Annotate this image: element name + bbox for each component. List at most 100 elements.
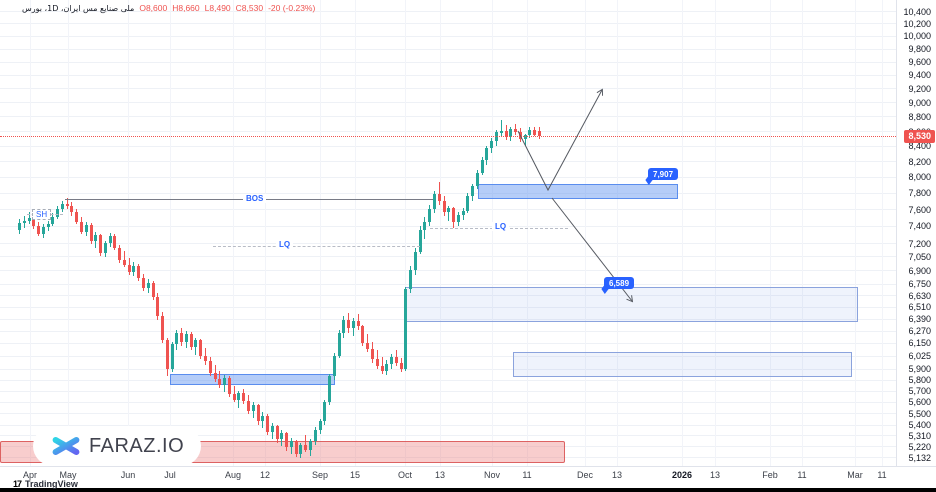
candle [452, 208, 456, 222]
price-tick-label: 10,000 [903, 31, 931, 42]
price-gridline [0, 283, 896, 285]
candle [266, 415, 270, 432]
candle [461, 210, 465, 215]
candle-wick [66, 198, 68, 210]
price-tick-label: 5,310 [908, 430, 931, 441]
price-axis[interactable]: 10,400 10,200 10,000 9,800 9,600 9,400 9,200 9,… [897, 0, 936, 466]
time-tick-label: May [59, 470, 77, 480]
candle [413, 252, 417, 271]
candle [175, 332, 179, 344]
price-gridline [0, 243, 896, 245]
candle [432, 194, 436, 210]
time-tick-label: Feb [762, 470, 778, 480]
candle [332, 356, 336, 377]
candle-wick [123, 251, 125, 268]
price-tick-label: 6,630 [908, 290, 931, 301]
candle [466, 195, 470, 211]
time-tick-label: 11 [797, 470, 807, 480]
price-gridline [0, 330, 896, 332]
price-gridline [0, 401, 896, 403]
price-tick-label: 7,600 [908, 204, 931, 215]
old-demand-zone[interactable] [170, 373, 335, 385]
demand-zone-upper[interactable] [405, 287, 858, 322]
candle [356, 320, 360, 326]
time-axis[interactable]: Apr May Jun Jul Aug 12 Sep 15 Oct 13 Nov 11 Dec 13 202… [0, 466, 936, 481]
candle [18, 223, 21, 231]
price-gridline [0, 390, 896, 392]
candle [213, 373, 217, 379]
candle [390, 357, 394, 364]
price-gridline [0, 61, 896, 63]
price-gridline [0, 413, 896, 415]
lq-line-2-label[interactable]: LQ [492, 222, 510, 232]
candle [294, 441, 298, 454]
lq-line-1[interactable] [213, 245, 420, 247]
lq-line-1-label[interactable]: LQ [276, 240, 294, 250]
candle [151, 283, 155, 298]
candle [480, 159, 484, 173]
candle [89, 225, 93, 242]
candle [232, 394, 236, 400]
tradingview-label: TradingView [25, 479, 78, 489]
price-gridline [0, 368, 896, 370]
candle [499, 131, 503, 133]
price-gridline [0, 74, 896, 76]
time-gridline [527, 0, 528, 466]
price-tick-label: 6,900 [908, 265, 931, 276]
bos-line-label[interactable]: BOS [243, 193, 267, 203]
projection-up[interactable] [517, 88, 604, 192]
candle [237, 392, 241, 400]
faraz-logo-text: FARAZ.IO [89, 434, 185, 457]
candle [256, 405, 260, 422]
tradingview-attribution[interactable]: 17 TradingView [13, 479, 78, 489]
candle [37, 225, 41, 234]
candle-wick [500, 120, 502, 137]
time-tick-label: 13 [434, 470, 446, 480]
sh-line-label[interactable]: SH [32, 208, 52, 220]
candle [514, 128, 518, 132]
candle [404, 288, 408, 369]
candle [361, 325, 365, 343]
candle [261, 415, 265, 422]
price-tick-label: 6,270 [908, 326, 931, 337]
candle [46, 224, 50, 227]
candle [313, 429, 317, 442]
chart-plot-area[interactable]: ملی صنایع مس ایران، 1D، بورس O8,600 H8,6… [0, 0, 897, 466]
ohlc-high: H8,660 [172, 3, 200, 13]
demand-zone-lower[interactable] [513, 352, 852, 377]
ohlc-low: L8,490 [204, 3, 231, 13]
symbol-legend[interactable]: ملی صنایع مس ایران، 1D، بورس O8,600 H8,6… [22, 3, 315, 13]
symbol-title: ملی صنایع مس ایران، 1D، بورس [22, 3, 135, 13]
candle [113, 236, 117, 248]
time-tick-label: 2026 [671, 470, 693, 480]
candle [156, 297, 160, 316]
candle [118, 247, 122, 261]
candle [199, 339, 203, 357]
supply-flip-zone[interactable] [478, 184, 678, 199]
candle [103, 243, 107, 253]
time-gridline [855, 0, 856, 466]
candle-wick [305, 435, 307, 453]
price-gridline [0, 342, 896, 344]
candle [27, 218, 31, 221]
ohlc-open: O8,600 [139, 3, 168, 13]
time-gridline [492, 0, 493, 466]
time-tick-label: Jul [164, 470, 176, 480]
candle [528, 129, 532, 136]
time-tick-label: Jun [120, 470, 136, 480]
price-tick-label: 5,700 [908, 386, 931, 397]
candle [223, 377, 227, 386]
price-gridline [0, 318, 896, 320]
candle [447, 208, 451, 213]
candle [70, 205, 74, 213]
price-gridline [0, 256, 896, 258]
time-tick-label: 15 [349, 470, 361, 480]
price-tick-label: 5,600 [908, 397, 931, 408]
tag-7907[interactable]: 7,907 [648, 168, 679, 180]
price-tick-label: 9,400 [908, 70, 931, 81]
change-value: -20 (-0.23%) [268, 3, 316, 13]
faraz-logo[interactable]: FARAZ.IO [33, 426, 201, 466]
candle [80, 221, 83, 232]
tag-6589[interactable]: 6,589 [604, 277, 635, 289]
price-gridline [0, 225, 896, 227]
